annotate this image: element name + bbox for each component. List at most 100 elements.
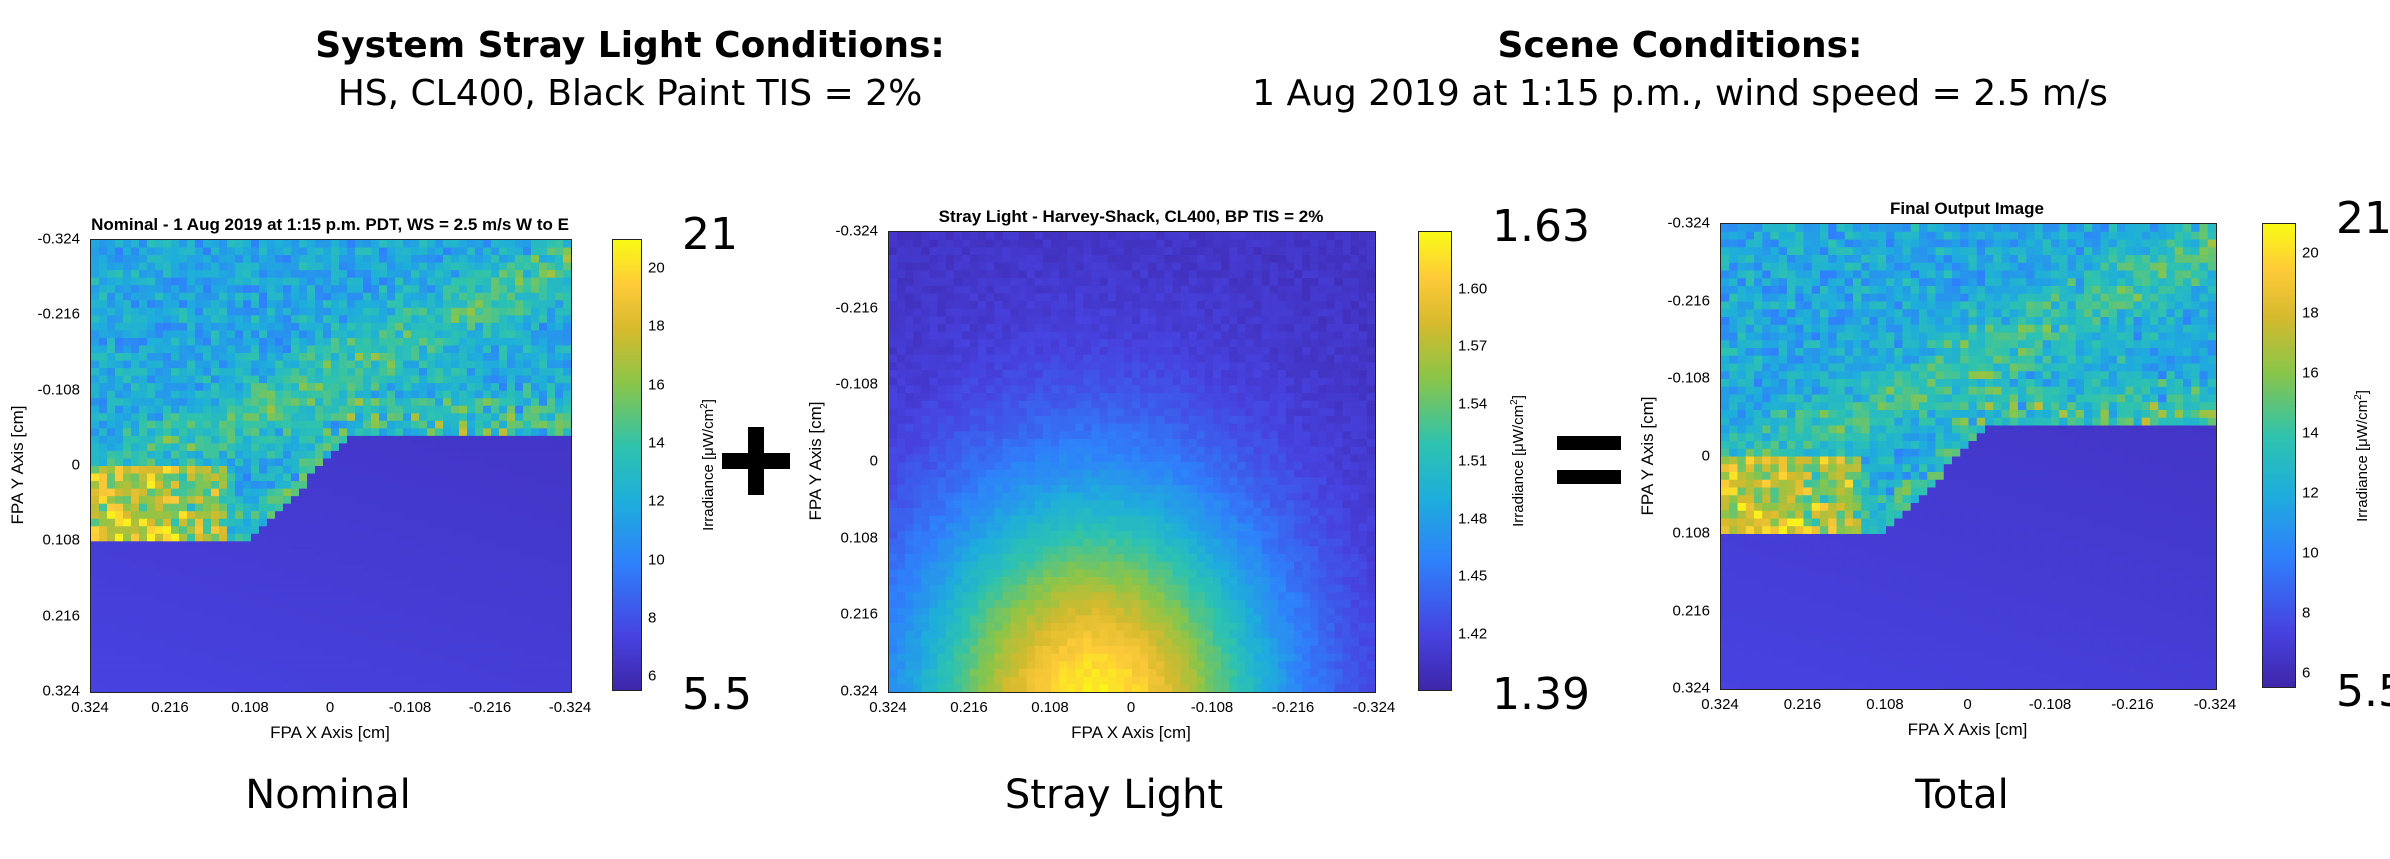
colorbar-tick-label: 18 [2302, 304, 2319, 322]
colorbar-label: Irradiance [μW/cm2] [1509, 395, 1527, 527]
colorbar-tick-label: 12 [648, 492, 665, 510]
scene-conditions-header: Scene Conditions: 1 Aug 2019 at 1:15 p.m… [1160, 22, 2200, 118]
colorbar-tick-label: 14 [648, 434, 665, 452]
x-tick-label: -0.108 [388, 699, 432, 716]
equals-operator: = [1557, 436, 1621, 484]
heatmap-plot-area [1720, 223, 2217, 690]
heatmap-cells [1721, 224, 2216, 689]
heatmap-cells [91, 240, 571, 692]
x-tick-label: -0.108 [2028, 696, 2072, 713]
x-tick-label: 0.108 [1031, 699, 1069, 716]
colorbar-tick-label: 1.60 [1458, 280, 1488, 297]
panel-caption: Nominal [245, 772, 411, 818]
x-axis-label: FPA X Axis [cm] [1071, 723, 1191, 742]
colorbar-tick-label: 20 [2302, 244, 2319, 262]
colorbar-tick-label: 16 [648, 376, 665, 394]
colorbar-tick-label: 8 [2302, 604, 2311, 622]
y-tick-label: 0.216 [42, 607, 80, 625]
colorbar-tick-label: 10 [648, 551, 665, 569]
colorbar-tick-label: 20 [648, 259, 665, 277]
colorbar-tick-label: 16 [2302, 364, 2319, 382]
y-axis-label: FPA Y Axis [cm] [806, 401, 825, 521]
x-tick-label: 0.324 [869, 699, 907, 716]
x-tick-label: 0.108 [1866, 696, 1904, 713]
y-tick-label: -0.216 [37, 305, 80, 323]
colorbar-tick-label: 1.57 [1458, 337, 1488, 355]
heatmap-plot-area [90, 239, 572, 693]
colorbar-tick-label: 1.51 [1458, 452, 1488, 470]
colorbar-tick-label: 1.54 [1458, 395, 1488, 412]
x-tick-label: -0.216 [2111, 696, 2154, 713]
y-axis-label: FPA Y Axis [cm] [1638, 395, 1657, 516]
y-tick-label: 0 [71, 456, 80, 474]
colorbar-max-annotation: 21 [2336, 193, 2390, 244]
chart-title: Nominal - 1 Aug 2019 at 1:15 p.m. PDT, W… [91, 215, 569, 234]
x-axis-label: FPA X Axis [cm] [1907, 720, 2028, 739]
y-tick-label: -0.216 [1667, 292, 1710, 309]
plus-operator: + [722, 427, 790, 495]
stray-light-conditions-header: System Stray Light Conditions: HS, CL400… [300, 22, 960, 118]
scene-conditions-subtitle: 1 Aug 2019 at 1:15 p.m., wind speed = 2.… [1252, 73, 2108, 114]
x-tick-label: -0.108 [1190, 699, 1234, 716]
y-axis-label: FPA Y Axis [cm] [8, 405, 27, 525]
colorbar-tick-label: 18 [648, 317, 665, 335]
y-tick-label: 0.108 [840, 529, 878, 547]
heatmap-plot-area [888, 231, 1376, 693]
panel-caption: Total [1915, 772, 2009, 818]
x-axis-label: FPA X Axis [cm] [270, 723, 390, 742]
stray-light-conditions-subtitle: HS, CL400, Black Paint TIS = 2% [337, 73, 923, 114]
x-tick-label: -0.324 [1352, 699, 1396, 716]
y-tick-label: 0.324 [1672, 679, 1710, 697]
x-tick-label: 0.324 [71, 699, 109, 716]
colorbar [1418, 231, 1452, 691]
colorbar-tick-label: 6 [648, 667, 657, 685]
x-tick-label: -0.324 [2193, 696, 2237, 713]
colorbar-label: Irradiance [μW/cm2] [2353, 389, 2371, 522]
y-tick-label: -0.216 [835, 299, 878, 317]
colorbar-tick-label: 6 [2302, 664, 2311, 682]
x-tick-label: 0.324 [1701, 696, 1739, 713]
y-tick-label: 0.108 [42, 531, 80, 549]
stray-light-conditions-title: System Stray Light Conditions: [315, 25, 945, 66]
colorbar-tick-label: 12 [2302, 484, 2319, 502]
x-tick-label: 0 [325, 699, 335, 716]
colorbar-max-annotation: 21 [682, 209, 738, 260]
x-tick-label: 0.216 [950, 699, 988, 716]
colorbar [612, 239, 642, 691]
x-tick-label: 0.216 [1783, 696, 1822, 713]
colorbar-tick-label: 1.48 [1458, 510, 1488, 527]
colorbar-tick-label: 1.45 [1458, 567, 1488, 585]
y-tick-label: -0.108 [1667, 369, 1710, 387]
y-tick-label: -0.324 [37, 230, 80, 248]
scene-conditions-title: Scene Conditions: [1497, 25, 1863, 66]
chart-title: Final Output Image [1890, 199, 2044, 218]
y-tick-label: -0.108 [37, 381, 80, 399]
chart-title: Stray Light - Harvey-Shack, CL400, BP TI… [938, 207, 1324, 226]
y-tick-label: 0.108 [1672, 524, 1710, 542]
colorbar-max-annotation: 1.63 [1492, 201, 1590, 252]
y-tick-label: 0.324 [42, 682, 80, 700]
colorbar-label: Irradiance [μW/cm2] [699, 399, 717, 531]
x-tick-label: 0 [1126, 699, 1136, 716]
y-tick-label: 0 [869, 452, 878, 470]
heatmap-cells [889, 232, 1375, 692]
x-tick-label: -0.324 [548, 699, 592, 716]
colorbar-tick-label: 10 [2302, 544, 2319, 562]
colorbar-tick-label: 14 [2302, 424, 2319, 442]
x-tick-label: -0.216 [468, 699, 512, 716]
y-tick-label: -0.324 [835, 222, 878, 240]
colorbar-min-annotation: 5.5 [682, 669, 752, 720]
panel-caption: Stray Light [1004, 772, 1224, 818]
x-tick-label: 0 [1963, 696, 1972, 713]
colorbar-min-annotation: 1.39 [1492, 669, 1590, 720]
y-tick-label: 0.324 [840, 682, 878, 700]
colorbar [2262, 223, 2296, 688]
y-tick-label: -0.324 [1667, 214, 1710, 232]
colorbar-tick-label: 1.42 [1458, 625, 1488, 642]
colorbar-tick-label: 8 [648, 609, 657, 627]
y-tick-label: -0.108 [835, 375, 878, 393]
x-tick-label: 0.108 [231, 699, 269, 716]
y-tick-label: 0 [1701, 447, 1710, 464]
colorbar-min-annotation: 5.5 [2336, 666, 2390, 717]
y-tick-label: 0.216 [840, 605, 878, 623]
